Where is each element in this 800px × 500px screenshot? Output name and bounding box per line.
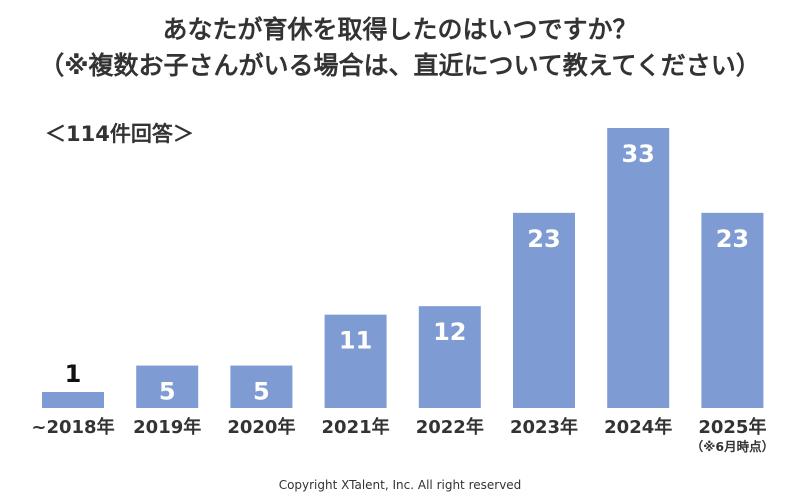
data-label: 23: [716, 225, 749, 253]
bar: [513, 212, 575, 408]
category-label: 2022年: [416, 416, 484, 438]
chart-subtitle: （※複数お子さんがいる場合は、直近について教えてください）: [39, 51, 761, 80]
data-label: 5: [253, 378, 270, 406]
response-count-note: ＜114件回答＞: [45, 122, 194, 146]
data-label: 33: [621, 140, 654, 168]
bar: [701, 212, 764, 408]
bar: [324, 314, 387, 408]
bar: [418, 306, 481, 408]
category-label: 2024年: [604, 416, 672, 438]
category-label: ~2018年: [31, 416, 114, 438]
chart-title: あなたが育休を取得したのはいつですか？: [162, 15, 638, 44]
bar: [42, 392, 104, 408]
data-label: 1: [65, 360, 82, 388]
data-label: 12: [433, 318, 466, 346]
category-label: 2021年: [322, 416, 390, 438]
copyright-text: Copyright XTalent, Inc. All right reserv…: [278, 478, 522, 492]
category-label: 2019年: [133, 416, 201, 438]
bar: [230, 365, 293, 408]
category-label: 2023年: [510, 416, 578, 438]
data-label: 5: [159, 378, 176, 406]
data-label: 23: [527, 225, 560, 253]
data-label: 11: [339, 327, 372, 355]
bar: [607, 128, 670, 408]
category-note: （※6月時点）: [691, 439, 774, 454]
bar: [136, 365, 199, 408]
category-label: 2020年: [227, 416, 295, 438]
category-label: 2025年: [698, 416, 766, 438]
